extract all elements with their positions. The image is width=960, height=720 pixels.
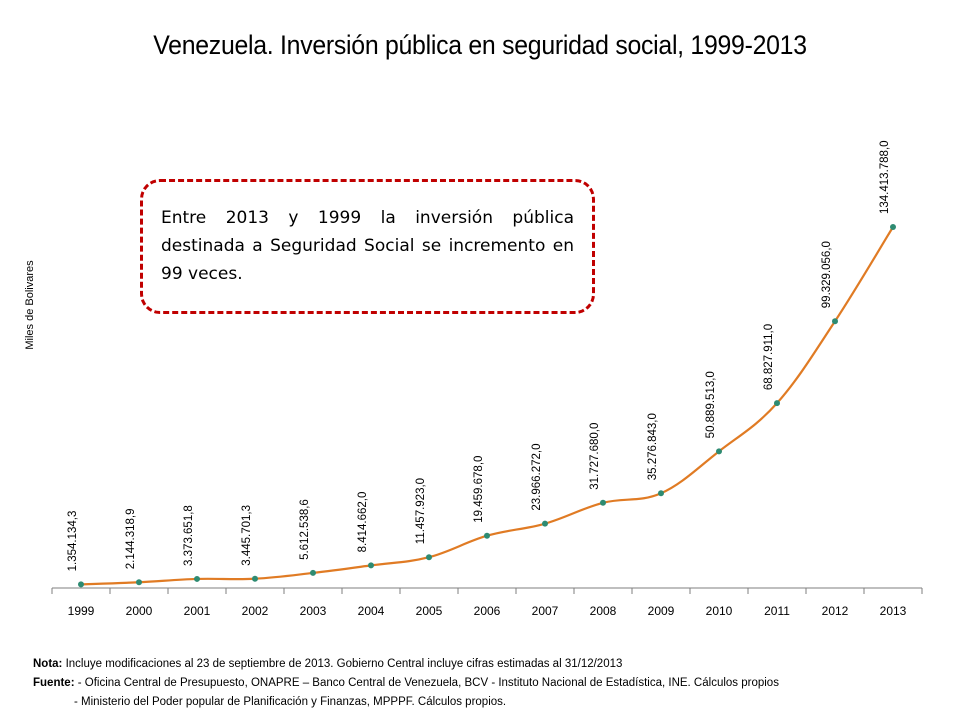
data-point	[78, 581, 84, 588]
chart-title: Venezuela. Inversión pública en segurida…	[153, 30, 807, 60]
data-point	[310, 569, 316, 576]
x-tick-label: 2002	[242, 604, 269, 618]
data-point	[542, 520, 548, 527]
data-point	[658, 490, 664, 497]
data-point	[368, 562, 374, 569]
data-label: 134.413.788,0	[879, 140, 891, 214]
callout-text: Entre 2013 y 1999 la inversión pública d…	[161, 208, 574, 284]
x-tick-label: 2003	[300, 604, 327, 618]
x-tick-label: 2001	[184, 604, 211, 618]
data-point	[600, 499, 606, 506]
fuente-row-2: - Ministerio del Poder popular de Planif…	[33, 693, 779, 712]
x-tick-label: 2010	[706, 604, 733, 618]
data-label: 68.827.911,0	[763, 324, 775, 390]
data-point	[484, 532, 490, 539]
x-tick-label: 2008	[590, 604, 617, 618]
data-label: 31.727.680,0	[589, 423, 601, 490]
data-point	[426, 554, 432, 561]
x-tick-label: 2007	[532, 604, 559, 618]
callout-box: Entre 2013 y 1999 la inversión pública d…	[140, 179, 595, 314]
data-label: 35.276.843,0	[647, 413, 659, 480]
data-label: 8.414.662,0	[357, 492, 369, 553]
data-label: 99.329.056,0	[821, 241, 833, 308]
data-point	[890, 224, 896, 230]
fuente-line-2: - Ministerio del Poder popular de Planif…	[74, 696, 507, 708]
x-tick-label: 1999	[68, 604, 95, 618]
nota-row: Nota: Incluye modificaciones al 23 de se…	[33, 655, 779, 674]
data-label: 50.889.513,0	[705, 371, 717, 438]
x-tick-label: 2012	[822, 604, 849, 618]
data-point	[194, 575, 200, 582]
fuente-row: Fuente: - Oficina Central de Presupuesto…	[33, 674, 779, 693]
x-tick-label: 2000	[126, 604, 153, 618]
x-tick-label: 2006	[474, 604, 501, 618]
nota-label: Nota:	[33, 658, 63, 670]
data-label: 23.966.272,0	[531, 443, 543, 510]
data-label: 2.144.318,9	[125, 508, 137, 569]
fuente-label: Fuente:	[33, 677, 75, 689]
fuente-line-1: - Oficina Central de Presupuesto, ONAPRE…	[77, 677, 779, 689]
data-point	[136, 579, 142, 586]
data-label: 5.612.538,6	[299, 499, 311, 560]
nota-text: Incluye modificaciones al 23 de septiemb…	[65, 658, 623, 670]
data-point	[774, 400, 780, 407]
data-label: 1.354.134,3	[67, 511, 79, 572]
data-point	[252, 575, 258, 582]
data-label: 3.373.651,8	[183, 505, 195, 566]
data-label: 3.445.701,3	[241, 505, 253, 566]
footnotes: Nota: Incluye modificaciones al 23 de se…	[33, 655, 779, 712]
x-tick-label: 2013	[880, 604, 907, 618]
x-tick-label: 2004	[358, 604, 385, 618]
x-tick-label: 2011	[764, 604, 790, 618]
x-tick-label: 2009	[648, 604, 675, 618]
data-label: 19.459.678,0	[473, 456, 485, 523]
data-point	[716, 448, 722, 455]
data-point	[832, 318, 838, 325]
x-tick-label: 2005	[416, 604, 443, 618]
data-label: 11.457.923,0	[415, 478, 427, 544]
